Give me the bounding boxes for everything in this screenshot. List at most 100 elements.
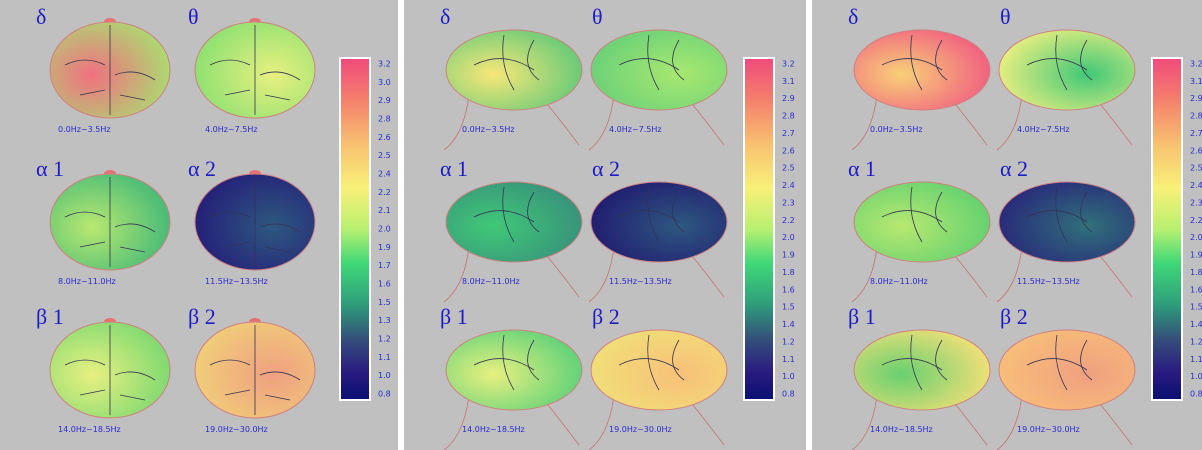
scale-label: 2.4 bbox=[1190, 181, 1202, 190]
scale-label: 2.4 bbox=[378, 170, 391, 179]
band-symbol: α 1 bbox=[848, 156, 876, 181]
band-symbol: α 1 bbox=[440, 156, 468, 181]
scale-label: 2.3 bbox=[782, 198, 795, 207]
scale-label: 2.5 bbox=[782, 164, 795, 173]
band-range: 19.0Hz~30.0Hz bbox=[609, 425, 672, 434]
band-symbol: α 1 bbox=[36, 156, 64, 181]
brain-map bbox=[999, 330, 1135, 410]
band-symbol: θ bbox=[1000, 4, 1011, 29]
scale-label: 3.0 bbox=[378, 78, 391, 87]
scale-label: 2.1 bbox=[378, 206, 391, 215]
scale-label: 2.0 bbox=[1190, 233, 1202, 242]
band-symbol: β 1 bbox=[848, 304, 876, 329]
scale-label: 2.6 bbox=[782, 146, 795, 155]
scale-label: 1.6 bbox=[782, 285, 795, 294]
scale-label: 2.7 bbox=[782, 129, 795, 138]
scale-label: 1.6 bbox=[1190, 285, 1202, 294]
scale-label: 1.2 bbox=[782, 337, 795, 346]
scale-label: 3.1 bbox=[782, 77, 795, 86]
band-symbol: δ bbox=[848, 4, 858, 29]
screenshot: δ 0.0Hz~3.5Hz θ 4.0Hz~7.5Hz α 1 8.0Hz~11.0Hz α… bbox=[0, 0, 1202, 450]
brain-map bbox=[854, 330, 990, 410]
scale-label: 2.7 bbox=[1190, 129, 1202, 138]
scale-label: 2.9 bbox=[378, 96, 391, 105]
band-symbol: β 1 bbox=[440, 304, 468, 329]
scale-label: 1.0 bbox=[782, 372, 795, 381]
band-range: 8.0Hz~11.0Hz bbox=[870, 277, 928, 286]
scale-label: 1.9 bbox=[782, 251, 795, 260]
brain-map bbox=[591, 330, 727, 410]
scale-label: 1.5 bbox=[782, 303, 795, 312]
scale-label: 1.8 bbox=[1190, 268, 1202, 277]
scale-label: 1.3 bbox=[378, 316, 391, 325]
brain-map bbox=[999, 182, 1135, 262]
color-bar bbox=[340, 58, 370, 400]
band-symbol: α 2 bbox=[592, 156, 620, 181]
scale-label: 1.0 bbox=[1190, 372, 1202, 381]
band-symbol: β 2 bbox=[188, 304, 216, 329]
color-bar bbox=[1152, 58, 1182, 400]
color-bar bbox=[744, 58, 774, 400]
band-range: 0.0Hz~3.5Hz bbox=[58, 125, 111, 134]
band-range: 19.0Hz~30.0Hz bbox=[205, 425, 268, 434]
scale-label: 2.9 bbox=[782, 94, 795, 103]
scale-label: 2.5 bbox=[378, 151, 391, 160]
brain-map bbox=[591, 30, 727, 110]
scale-label: 1.8 bbox=[782, 268, 795, 277]
brain-map bbox=[446, 182, 582, 262]
scale-label: 1.4 bbox=[782, 320, 795, 329]
brain-map bbox=[446, 330, 582, 410]
band-range: 0.0Hz~3.5Hz bbox=[462, 125, 515, 134]
brain-map bbox=[854, 182, 990, 262]
band-range: 8.0Hz~11.0Hz bbox=[58, 277, 116, 286]
band-range: 14.0Hz~18.5Hz bbox=[462, 425, 525, 434]
band-range: 4.0Hz~7.5Hz bbox=[609, 125, 662, 134]
scale-label: 2.6 bbox=[378, 133, 391, 142]
scale-label: 2.3 bbox=[1190, 198, 1202, 207]
scale-label: 1.1 bbox=[378, 353, 391, 362]
band-range: 11.5Hz~13.5Hz bbox=[1017, 277, 1080, 286]
scale-label: 2.0 bbox=[378, 225, 391, 234]
scale-label: 2.6 bbox=[1190, 146, 1202, 155]
scale-label: 0.8 bbox=[378, 390, 391, 399]
band-symbol: δ bbox=[440, 4, 450, 29]
scale-label: 0.8 bbox=[1190, 390, 1202, 399]
scale-label: 2.2 bbox=[1190, 216, 1202, 225]
band-range: 0.0Hz~3.5Hz bbox=[870, 125, 923, 134]
scale-label: 1.1 bbox=[782, 355, 795, 364]
scale-label: 2.8 bbox=[378, 115, 391, 124]
brain-map bbox=[446, 30, 582, 110]
scale-label: 3.2 bbox=[378, 60, 391, 69]
scale-label: 3.2 bbox=[782, 60, 795, 69]
band-range: 4.0Hz~7.5Hz bbox=[1017, 125, 1070, 134]
scale-label: 2.2 bbox=[378, 188, 391, 197]
scale-label: 1.5 bbox=[1190, 303, 1202, 312]
scale-label: 2.8 bbox=[1190, 112, 1202, 121]
scale-label: 3.2 bbox=[1190, 60, 1202, 69]
scale-label: 2.5 bbox=[1190, 164, 1202, 173]
scale-label: 2.2 bbox=[782, 216, 795, 225]
brain-map bbox=[999, 30, 1135, 110]
band-range: 11.5Hz~13.5Hz bbox=[609, 277, 672, 286]
scale-label: 1.9 bbox=[378, 243, 391, 252]
scale-label: 2.0 bbox=[782, 233, 795, 242]
band-symbol: β 1 bbox=[36, 304, 64, 329]
scale-label: 0.8 bbox=[782, 390, 795, 399]
scale-label: 1.5 bbox=[378, 298, 391, 307]
band-symbol: β 2 bbox=[1000, 304, 1028, 329]
band-range: 4.0Hz~7.5Hz bbox=[205, 125, 258, 134]
brain-map bbox=[854, 30, 990, 110]
scale-label: 1.1 bbox=[1190, 355, 1202, 364]
scale-label: 1.9 bbox=[1190, 251, 1202, 260]
scale-label: 1.6 bbox=[378, 280, 391, 289]
band-range: 14.0Hz~18.5Hz bbox=[58, 425, 121, 434]
scale-label: 1.0 bbox=[378, 371, 391, 380]
band-symbol: α 2 bbox=[1000, 156, 1028, 181]
scale-label: 1.4 bbox=[1190, 320, 1202, 329]
band-range: 11.5Hz~13.5Hz bbox=[205, 277, 268, 286]
scale-label: 2.9 bbox=[1190, 94, 1202, 103]
band-range: 19.0Hz~30.0Hz bbox=[1017, 425, 1080, 434]
band-range: 14.0Hz~18.5Hz bbox=[870, 425, 933, 434]
band-symbol: α 2 bbox=[188, 156, 216, 181]
scale-label: 1.7 bbox=[378, 261, 391, 270]
